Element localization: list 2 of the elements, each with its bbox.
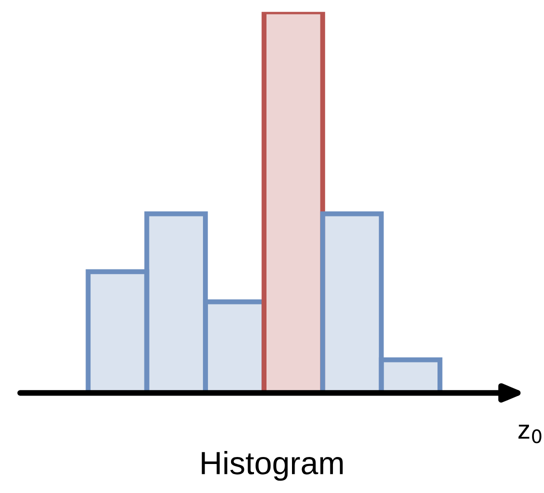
text: Histogram xyxy=(202,450,343,481)
x-axis-title: z$_{0}$ xyxy=(518,424,542,444)
